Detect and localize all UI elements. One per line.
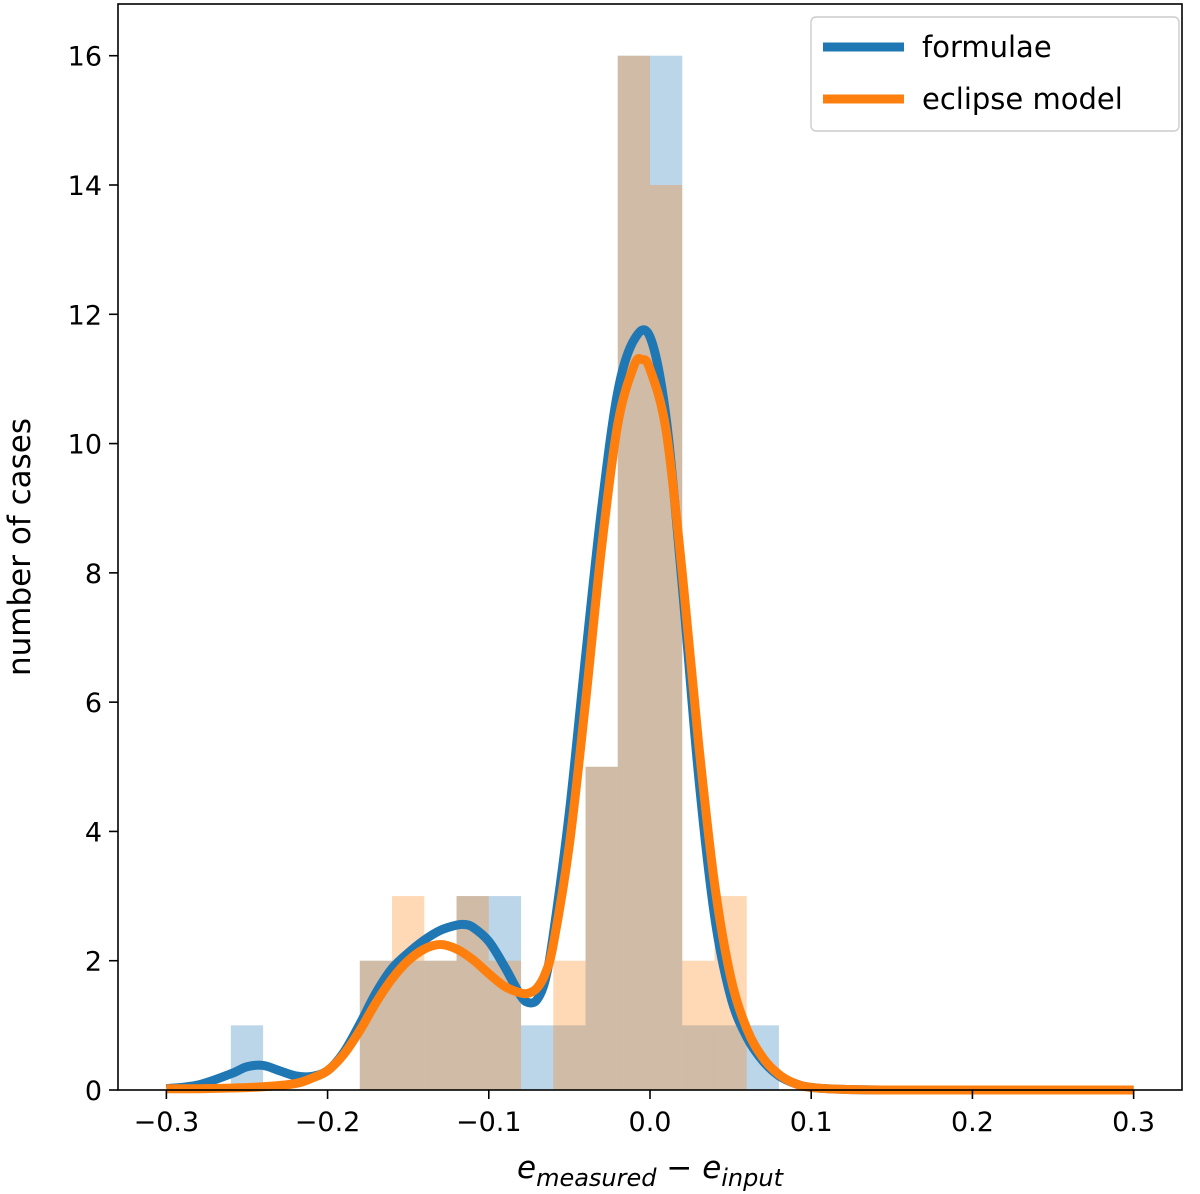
x-axis-ticks: −0.3 −0.2 −0.1 0.0 0.1 0.2 0.3: [134, 1090, 1155, 1138]
x-axis-label-e2: e: [702, 1150, 721, 1186]
hist-bar-eclipse-model-9: [650, 185, 683, 1090]
y-tick-label: 6: [85, 688, 102, 719]
legend-label-eclipse-model: eclipse model: [922, 82, 1123, 116]
kde-line-eclipse-model: [166, 354, 1134, 1095]
hist-bar-eclipse-model-6: [553, 960, 586, 1090]
legend-label-formulae: formulae: [922, 30, 1052, 64]
hist-bar-eclipse-model-1: [392, 896, 425, 1090]
hist-bar-formulae-7: [553, 1025, 586, 1090]
y-tick-label: 2: [85, 947, 102, 978]
x-tick-label: 0.0: [629, 1107, 672, 1138]
x-tick-label: −0.2: [295, 1107, 361, 1138]
y-tick-label: 10: [68, 430, 102, 461]
hist-bar-formulae-6: [521, 1025, 554, 1090]
hist-bar-formulae-11: [682, 1025, 715, 1090]
hist-bar-eclipse-model-8: [617, 55, 650, 1091]
histogram-bars: [230, 55, 779, 1091]
y-axis-label: number of cases: [2, 418, 38, 676]
hist-bar-formulae-9: [617, 55, 650, 1091]
x-axis-label-e1: e: [517, 1150, 536, 1186]
kde-curves: [165, 325, 1134, 1095]
x-tick-label: 0.2: [951, 1107, 994, 1138]
y-tick-label: 4: [85, 817, 102, 848]
y-tick-label: 16: [68, 42, 102, 73]
x-tick-label: 0.1: [790, 1107, 833, 1138]
x-tick-label: 0.3: [1112, 1107, 1155, 1138]
hist-bar-formulae-8: [585, 766, 618, 1090]
hist-bar-formulae-2: [392, 960, 425, 1090]
y-tick-label: 14: [68, 171, 102, 202]
x-tick-label: −0.1: [456, 1107, 522, 1138]
y-tick-label: 8: [85, 559, 102, 590]
hist-bar-formulae-0: [230, 1025, 264, 1090]
x-axis-label-minus: −: [657, 1150, 703, 1186]
legend: formulae eclipse model: [810, 16, 1180, 132]
hist-bar-formulae-3: [424, 960, 457, 1090]
y-tick-label: 12: [68, 300, 102, 331]
y-tick-label: 0: [85, 1076, 102, 1107]
x-axis-label-sub2: input: [721, 1164, 784, 1192]
x-axis-label-sub1: measured: [536, 1164, 657, 1192]
x-tick-label: −0.3: [134, 1107, 200, 1138]
x-axis-label: emeasured − einput: [517, 1150, 785, 1192]
y-axis-ticks: 0 2 4 6 8 10 12 14 16: [68, 42, 118, 1107]
hist-bar-eclipse-model-10: [682, 960, 715, 1090]
hist-bar-eclipse-model-7: [585, 766, 618, 1090]
hist-bar-eclipse-model-2: [424, 960, 457, 1090]
